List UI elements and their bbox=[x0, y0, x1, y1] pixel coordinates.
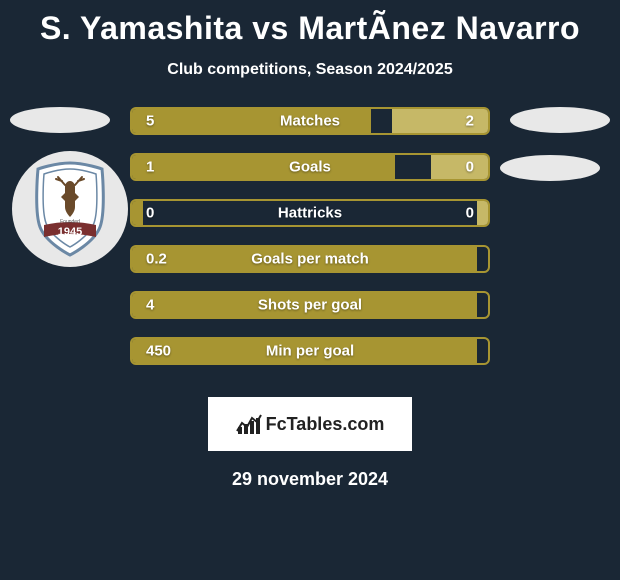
badge-year: 1945 bbox=[58, 226, 82, 238]
stat-bars: 5 2 Matches 1 0 Goals 0 0 Hattricks 0.2 Goals per … bbox=[130, 107, 490, 383]
chart-icon bbox=[236, 413, 262, 435]
player2-placeholder-icon bbox=[510, 107, 610, 133]
team1-shield-icon: Founded 1945 bbox=[30, 161, 110, 257]
stat-player1-fill bbox=[132, 201, 143, 225]
stat-player1-fill bbox=[132, 155, 395, 179]
stat-label: Goals bbox=[289, 159, 331, 176]
stat-player2-value: 2 bbox=[466, 113, 474, 130]
stat-player2-value: 0 bbox=[466, 159, 474, 176]
stat-player1-value: 1 bbox=[146, 159, 154, 176]
stat-label: Matches bbox=[280, 113, 340, 130]
stat-row: 5 2 Matches bbox=[130, 107, 490, 135]
team1-badge: Founded 1945 bbox=[12, 151, 128, 267]
badge-founded-text: Founded bbox=[60, 219, 80, 225]
date-label: 29 november 2024 bbox=[0, 469, 620, 490]
stat-player2-fill bbox=[477, 201, 488, 225]
stat-player2-value: 0 bbox=[466, 205, 474, 222]
stat-player2-fill bbox=[431, 155, 488, 179]
page-title: S. Yamashita vs MartÃ­nez Navarro bbox=[0, 0, 620, 47]
player1-placeholder-icon bbox=[10, 107, 110, 133]
source-logo: FcTables.com bbox=[208, 397, 412, 451]
comparison-chart: Founded 1945 5 2 Matches 1 0 Goals 0 0 Hattricks… bbox=[0, 107, 620, 387]
stat-label: Shots per goal bbox=[258, 297, 362, 314]
source-logo-text: FcTables.com bbox=[266, 414, 385, 435]
stat-row: 450 Min per goal bbox=[130, 337, 490, 365]
stat-row: 0 0 Hattricks bbox=[130, 199, 490, 227]
stat-player1-value: 0.2 bbox=[146, 251, 167, 268]
stat-player1-value: 0 bbox=[146, 205, 154, 222]
subtitle: Club competitions, Season 2024/2025 bbox=[0, 61, 620, 79]
stat-row: 4 Shots per goal bbox=[130, 291, 490, 319]
stat-player1-value: 5 bbox=[146, 113, 154, 130]
stat-label: Goals per match bbox=[251, 251, 369, 268]
stat-player1-value: 450 bbox=[146, 343, 171, 360]
stat-row: 0.2 Goals per match bbox=[130, 245, 490, 273]
stat-label: Min per goal bbox=[266, 343, 354, 360]
stat-label: Hattricks bbox=[278, 205, 342, 222]
stat-row: 1 0 Goals bbox=[130, 153, 490, 181]
team2-placeholder-icon bbox=[500, 155, 600, 181]
stat-player1-value: 4 bbox=[146, 297, 154, 314]
